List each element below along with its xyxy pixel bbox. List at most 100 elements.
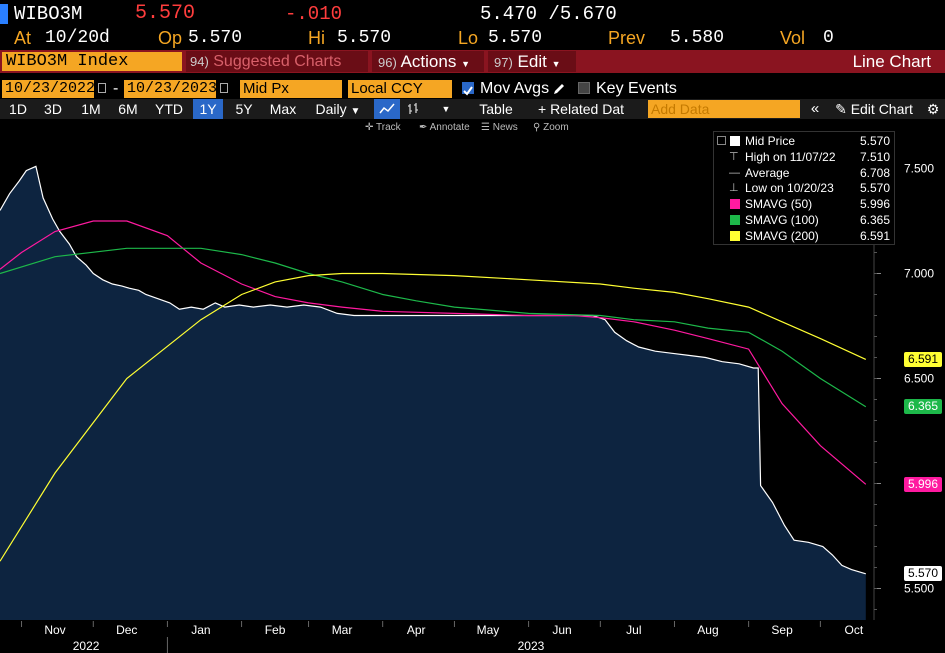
news-tool[interactable]: ☰ News	[481, 120, 518, 136]
edit-chart-label: Edit Chart	[850, 101, 913, 117]
start-date-field[interactable]: 10/23/2022	[2, 80, 95, 98]
legend-item[interactable]: ⊤ High on 11/07/22 7.510	[714, 149, 894, 165]
x-tick-label: Jul	[626, 623, 641, 637]
edit-chart-button[interactable]: ✎ Edit Chart	[830, 99, 918, 119]
edit-label: Edit	[517, 52, 547, 71]
frequency-dropdown-icon: ▼	[350, 106, 361, 117]
series-line-smavg-200[interactable]	[0, 272, 867, 562]
bar-chart-icon[interactable]	[402, 99, 424, 119]
x-tick-label: Apr	[407, 623, 426, 637]
edit-menu[interactable]: 97) Edit ▼	[488, 51, 576, 72]
gear-icon[interactable]: ⚙	[926, 101, 940, 117]
related-data-button[interactable]: + Related Dat	[538, 101, 624, 117]
settings-row: 10/23/2022 - 10/23/2023 Mid Px Local CCY…	[0, 79, 945, 99]
year-label: 2023	[518, 639, 545, 653]
last-value-tag: 6.365	[904, 399, 942, 415]
legend-value: 6.365	[859, 213, 890, 227]
suggested-charts-menu[interactable]: 94) Suggested Charts	[186, 51, 368, 72]
last-value-tag: 5.570	[904, 566, 942, 582]
legend-swatch	[730, 136, 740, 146]
legend-value: 5.570	[859, 181, 890, 196]
at-label: At	[14, 28, 32, 48]
x-tick-label: Sep	[771, 623, 793, 637]
suggested-label: Suggested Charts	[213, 53, 342, 70]
annotate-tool[interactable]: ✒ Annotate	[419, 120, 470, 136]
actions-menu[interactable]: 96) Actions ▼	[372, 51, 484, 72]
series-line-smavg-100[interactable]	[0, 247, 867, 408]
at-value: 10/20d	[45, 28, 110, 48]
legend-item[interactable]: SMAVG (200) 6.591	[714, 228, 894, 244]
chart-legend[interactable]: Mid Price 5.570 ⊤ High on 11/07/22 7.510 — Ave…	[713, 131, 895, 245]
track-tool[interactable]: ✛ Track	[365, 120, 401, 136]
lo-label: Lo	[458, 28, 479, 48]
currency-select[interactable]: Local CCY	[348, 80, 452, 98]
security-input[interactable]: WIBO3M Index	[2, 52, 182, 71]
add-data-input[interactable]: Add Data	[648, 100, 800, 118]
legend-item[interactable]: ⊥ Low on 10/20/23 5.570	[714, 180, 894, 196]
period-max[interactable]: Max	[269, 101, 297, 117]
legend-item[interactable]: — Average 6.708	[714, 165, 894, 181]
check-icon	[463, 86, 473, 96]
legend-item[interactable]: SMAVG (100) 6.365	[714, 212, 894, 228]
legend-swatch	[730, 199, 740, 210]
x-tick-label: Nov	[44, 623, 65, 637]
quote-ticker[interactable]: WIBO3M	[14, 3, 83, 25]
end-date-field[interactable]: 10/23/2023	[124, 80, 217, 98]
last-value-tag: 5.996	[904, 476, 942, 492]
date-separator: -	[113, 80, 119, 97]
chart-style-dropdown-icon[interactable]: ▼	[441, 104, 451, 114]
zoom-tool[interactable]: ⚲ Zoom	[533, 120, 569, 136]
legend-swatch	[730, 230, 740, 241]
bid-ask: 5.470 /5.670	[480, 3, 617, 25]
key-events-checkbox[interactable]	[578, 82, 590, 94]
period-1m[interactable]: 1M	[81, 101, 101, 117]
x-tick-label: Dec	[116, 623, 137, 637]
legend-value: 5.996	[859, 197, 890, 212]
actions-label: Actions	[400, 52, 457, 71]
series-line-mid-price[interactable]	[0, 165, 866, 575]
x-tick-label: Jan	[191, 623, 210, 637]
period-ytd[interactable]: YTD	[155, 101, 183, 117]
period-5y[interactable]: 5Y	[235, 101, 253, 117]
period-1y[interactable]: 1Y	[193, 99, 223, 119]
frequency-select[interactable]: Daily ▼	[308, 99, 368, 119]
annotate-icon: ✒	[419, 122, 428, 133]
last-value-tag: 6.591	[904, 351, 942, 367]
period-3d[interactable]: 3D	[44, 101, 62, 117]
lo-value: 5.570	[488, 28, 543, 48]
edit-dropdown-icon: ▼	[551, 59, 561, 69]
table-button[interactable]: Table	[479, 101, 513, 117]
legend-value: 6.591	[859, 228, 890, 243]
start-calendar-icon[interactable]	[98, 83, 106, 93]
series-line-smavg-50[interactable]	[0, 220, 867, 485]
legend-value: 5.570	[859, 134, 890, 148]
x-tick-label: Aug	[697, 623, 718, 637]
legend-item[interactable]: Mid Price 5.570	[714, 133, 894, 149]
prev-label: Prev	[608, 28, 646, 48]
legend-item[interactable]: SMAVG (50) 5.996	[714, 196, 894, 212]
edit-num: 97)	[494, 55, 513, 70]
pencil-icon[interactable]	[552, 82, 566, 96]
x-tick-label: Jun	[552, 623, 571, 637]
suggested-num: 94)	[190, 54, 209, 69]
low-marker-icon: ⊥	[729, 182, 739, 195]
x-tick-label: Mar	[332, 623, 353, 637]
period-1d[interactable]: 1D	[9, 101, 27, 117]
news-label: News	[492, 122, 518, 133]
crosshair-icon: ✛	[365, 122, 374, 133]
legend-name: Mid Price	[745, 134, 796, 148]
zoom-label: Zoom	[543, 122, 569, 133]
mov-avgs-checkbox[interactable]	[462, 82, 474, 96]
op-value: 5.570	[188, 28, 243, 48]
line-chart-icon[interactable]	[374, 99, 400, 119]
chart-toolbar: 1D 3D 1M 6M YTD 1Y 5Y Max Daily ▼ ▼ Tabl…	[0, 99, 945, 119]
collapse-icon[interactable]: «	[810, 100, 820, 117]
mid-price-area	[0, 166, 866, 620]
legend-collapse-icon[interactable]	[717, 136, 726, 145]
price-field-select[interactable]: Mid Px	[240, 80, 342, 98]
legend-name: Low on 10/20/23	[745, 181, 834, 196]
price-change: -.010	[285, 3, 343, 25]
end-calendar-icon[interactable]	[220, 83, 228, 93]
period-6m[interactable]: 6M	[118, 101, 138, 117]
